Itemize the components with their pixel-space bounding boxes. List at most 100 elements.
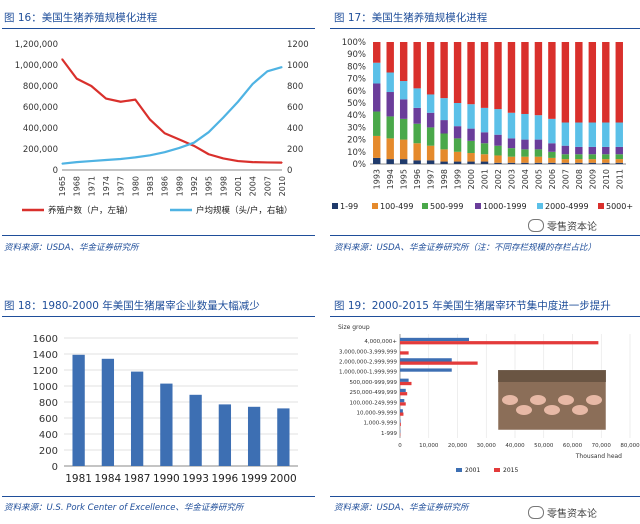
- stacked-bar-segment: [373, 135, 381, 158]
- stacked-bar-segment: [440, 120, 448, 134]
- data-point: [105, 98, 107, 100]
- data-point: [149, 154, 151, 156]
- stacked-bar-segment: [399, 42, 408, 82]
- y-tick-label: 10,000-99,999: [357, 411, 398, 417]
- stacked-bar-segment: [507, 112, 516, 139]
- data-point: [105, 159, 107, 161]
- stacked-bar-segment: [588, 122, 597, 147]
- bar: [400, 409, 403, 413]
- bar: [400, 412, 404, 416]
- legend-swatch: [422, 203, 428, 209]
- photo-detail: [530, 395, 546, 405]
- x-tick-label: 1989: [175, 176, 184, 196]
- x-tick-label: 1996: [413, 169, 422, 189]
- data-point: [134, 99, 136, 101]
- stacked-bar-segment: [494, 134, 502, 146]
- photo-detail: [558, 395, 574, 405]
- x-tick-label: 1996: [212, 473, 239, 485]
- stacked-bar-segment: [575, 42, 583, 123]
- legend-label: 2015: [503, 467, 518, 474]
- stacked-bar-segment: [413, 160, 421, 164]
- x-tick-label: 1998: [219, 176, 228, 196]
- y-tick-label-right: 200: [287, 145, 303, 155]
- x-tick-label: 50,000: [534, 443, 554, 449]
- stacked-bar-segment: [561, 122, 570, 146]
- stacked-bar-segment: [534, 42, 543, 116]
- x-tick-label: 2009: [588, 169, 597, 189]
- stacked-bar-segment: [548, 151, 556, 158]
- stacked-bar-segment: [386, 42, 394, 73]
- stacked-bar-segment: [440, 149, 448, 162]
- stacked-bar-segment: [534, 162, 543, 164]
- data-point: [266, 161, 268, 164]
- x-tick-label: 1986: [161, 176, 170, 196]
- source-rule: [330, 235, 640, 236]
- stacked-bar-segment: [548, 143, 556, 152]
- x-tick-label: 1971: [87, 176, 96, 196]
- photo-detail: [502, 395, 518, 405]
- data-point: [193, 145, 195, 147]
- stacked-bar-segment: [615, 162, 623, 164]
- legend-label: 1-99: [340, 202, 358, 211]
- y-tick-label: 50%: [347, 99, 366, 109]
- x-tick-label: 1977: [117, 176, 126, 196]
- y-tick-label: 100%: [342, 38, 366, 48]
- x-tick-label: 10,000: [419, 443, 439, 449]
- stacked-bar-segment: [386, 138, 394, 160]
- x-tick-label: 1993: [373, 169, 382, 189]
- legend-label: 2001: [465, 467, 480, 474]
- data-point: [252, 83, 254, 85]
- stacked-bar-segment: [426, 145, 435, 161]
- stacked-bar-segment: [440, 42, 448, 99]
- stacked-bar-segment: [575, 159, 583, 163]
- data-point: [237, 160, 239, 162]
- bar: [218, 404, 232, 466]
- y-tick-label-right: 1200: [287, 40, 309, 50]
- stacked-bar-segment: [399, 81, 408, 100]
- x-tick-label: 2006: [548, 169, 557, 189]
- stacked-bar-segment: [494, 42, 502, 110]
- x-tick-label: 2004: [521, 169, 530, 189]
- stacked-bar-segment: [602, 42, 610, 123]
- stacked-bar-segment: [548, 42, 556, 119]
- stacked-bar-segment: [467, 153, 475, 162]
- stacked-bar-segment: [373, 42, 381, 63]
- legend-swatch: [537, 203, 543, 209]
- bar: [400, 341, 599, 345]
- data-point: [178, 147, 180, 149]
- stacked-bar-segment: [561, 42, 570, 123]
- stacked-bar-segment: [548, 118, 556, 144]
- panel-source: 资料来源：USDA、华金证券研究所（注：不同存栏规模的存栏占比）: [334, 243, 596, 253]
- stacked-bar-segment: [399, 139, 408, 160]
- stacked-bar-segment: [548, 157, 556, 163]
- stacked-bar-segment: [521, 156, 529, 163]
- y-tick-label: 500,000-999,999: [350, 380, 398, 386]
- stacked-bar-segment: [440, 98, 448, 121]
- x-tick-label: 20,000: [448, 443, 468, 449]
- y-tick-label-left: 600,000: [23, 103, 58, 113]
- legend-label: 2000-4999: [545, 202, 589, 211]
- x-tick-label: 2000: [467, 169, 476, 189]
- x-tick-label: 2007: [263, 176, 272, 196]
- stacked-bar-segment: [453, 103, 462, 127]
- stacked-bar-segment: [373, 111, 381, 136]
- stacked-bar-segment: [561, 162, 570, 164]
- watermark-text: 零售资本论: [547, 509, 597, 520]
- stacked-bar-segment: [588, 146, 597, 155]
- data-point: [90, 85, 92, 87]
- bar: [400, 388, 406, 393]
- x-tick-label: 1974: [102, 176, 111, 196]
- legend-label: 户均规模（头/户，右轴）: [196, 205, 292, 216]
- stacked-bar-segment: [507, 156, 516, 163]
- y-tick-label: 20%: [347, 136, 366, 146]
- stacked-bar-segment: [561, 145, 570, 155]
- legend-label: 500-999: [430, 202, 463, 211]
- legend-swatch: [332, 203, 338, 209]
- x-tick-label: 2010: [602, 169, 611, 189]
- x-tick-label: 1995: [205, 176, 214, 196]
- stacked-bar-segment: [521, 149, 529, 157]
- stacked-bar-segment: [413, 88, 421, 108]
- bar: [101, 358, 115, 466]
- stacked-bar-segment: [521, 162, 529, 164]
- y-tick-label-right: 600: [287, 103, 303, 113]
